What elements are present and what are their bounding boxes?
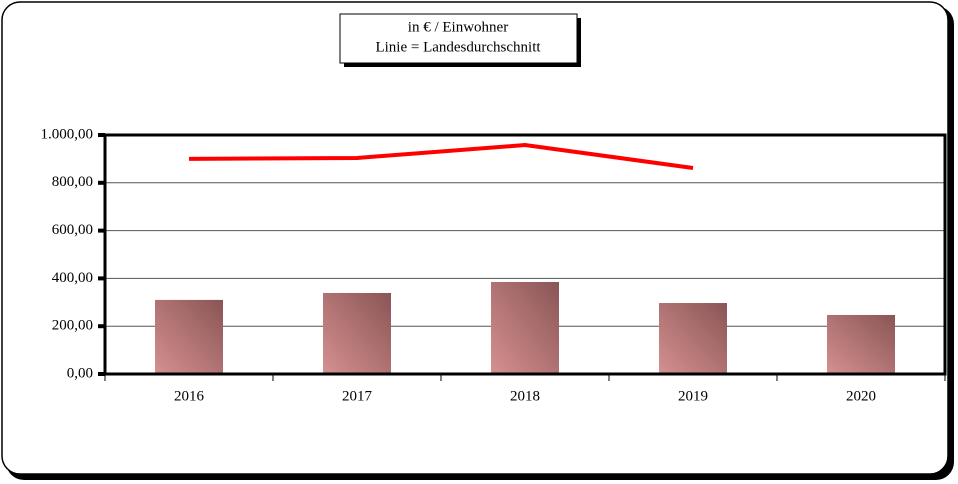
- y-tick-label: 400,00: [52, 270, 93, 286]
- y-tick-label: 1.000,00: [41, 126, 94, 142]
- chart-title: in € / Einwohner: [408, 19, 508, 35]
- x-tick-label: 2018: [510, 388, 540, 404]
- frame: [1, 1, 949, 475]
- y-tick-label: 600,00: [52, 222, 93, 238]
- bar: [827, 314, 895, 374]
- bar: [323, 292, 391, 374]
- x-tick-label: 2017: [342, 388, 373, 404]
- y-tick-label: 800,00: [52, 174, 93, 190]
- bar: [491, 281, 559, 374]
- x-tick-label: 2019: [678, 388, 708, 404]
- bar: [659, 303, 727, 374]
- title-box: [339, 13, 578, 64]
- plot-border: [103, 133, 947, 376]
- bar: [155, 299, 223, 374]
- y-tick-label: 200,00: [52, 318, 93, 334]
- x-tick-label: 2020: [846, 388, 876, 404]
- line: [188, 143, 694, 170]
- chart-title: Linie = Landesdurchschnitt: [375, 39, 541, 55]
- y-tick-label: 0,00: [67, 365, 93, 381]
- x-tick-label: 2016: [174, 388, 205, 404]
